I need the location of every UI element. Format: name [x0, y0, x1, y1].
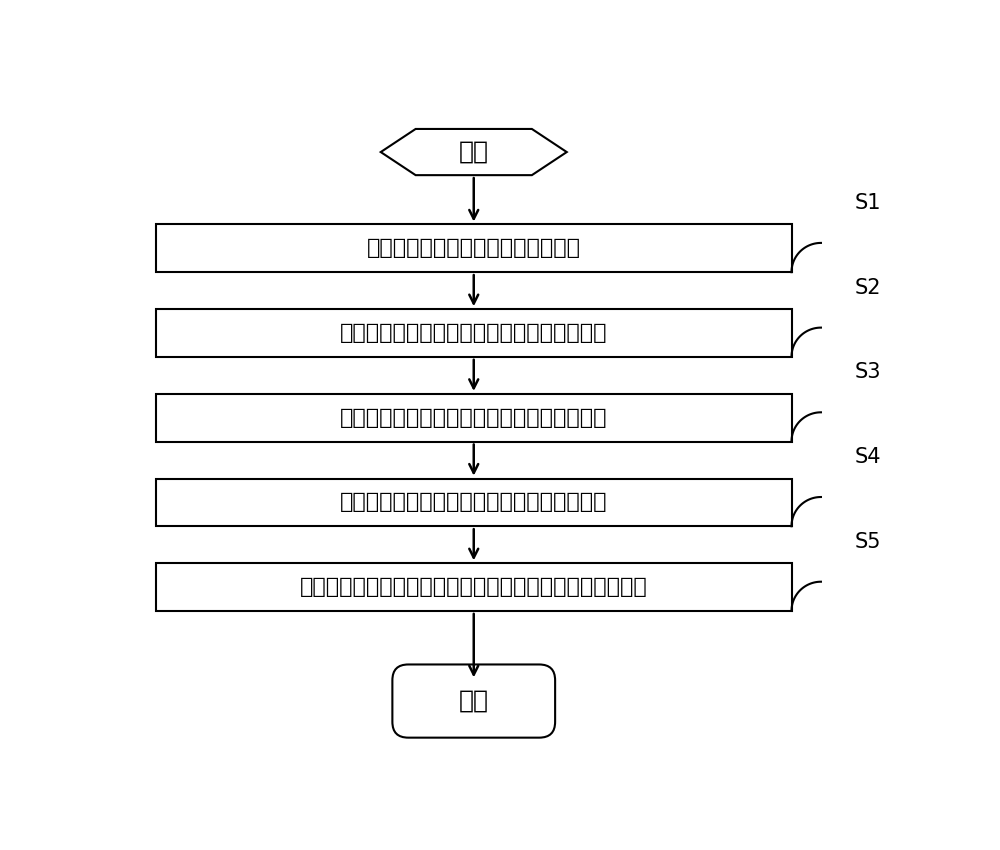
- Text: 根据待检当量厚度、失效当量厚度和服役时间计算剩余寿命: 根据待检当量厚度、失效当量厚度和服役时间计算剩余寿命: [300, 577, 648, 597]
- Bar: [156, 394, 792, 441]
- FancyBboxPatch shape: [392, 665, 555, 738]
- Text: S4: S4: [854, 447, 881, 467]
- Bar: [156, 224, 792, 272]
- Text: 对初始状态的高温厚壁管道进行取样: 对初始状态的高温厚壁管道进行取样: [367, 238, 581, 258]
- Text: 结束: 结束: [459, 689, 489, 713]
- Text: S3: S3: [854, 362, 881, 382]
- Text: S5: S5: [854, 531, 881, 552]
- Bar: [156, 479, 792, 526]
- Text: 制作初始试样，并对初始试样进行小冲杆试验: 制作初始试样，并对初始试样进行小冲杆试验: [340, 323, 608, 343]
- Text: 开始: 开始: [459, 140, 489, 164]
- Polygon shape: [381, 129, 567, 175]
- Text: S2: S2: [854, 278, 881, 297]
- Text: S1: S1: [854, 193, 881, 212]
- Bar: [156, 564, 792, 611]
- Bar: [156, 309, 792, 357]
- Text: 制作待检试样，并对待检试样进行小冲杆试验: 制作待检试样，并对待检试样进行小冲杆试验: [340, 492, 608, 513]
- Text: 制作失效试样，并对失效试样进行小冲杆试验: 制作失效试样，并对失效试样进行小冲杆试验: [340, 408, 608, 428]
